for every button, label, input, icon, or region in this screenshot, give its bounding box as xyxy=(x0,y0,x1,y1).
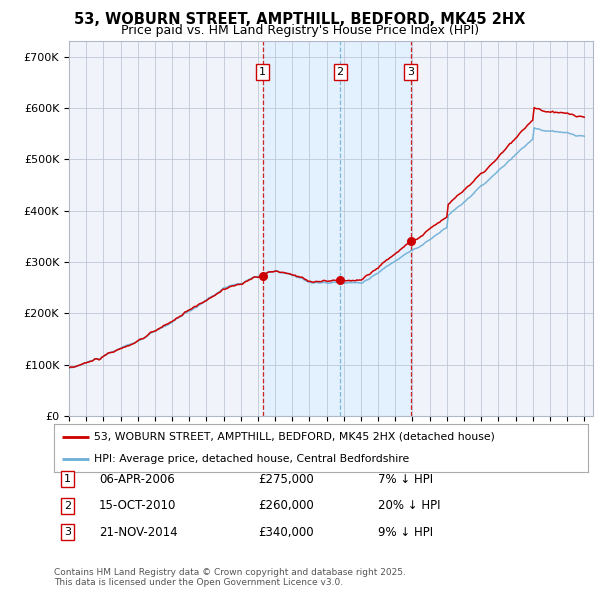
Bar xyxy=(263,41,410,416)
Text: HPI: Average price, detached house, Central Bedfordshire: HPI: Average price, detached house, Cent… xyxy=(94,454,409,464)
Text: 21-NOV-2014: 21-NOV-2014 xyxy=(99,526,178,539)
Text: 20% ↓ HPI: 20% ↓ HPI xyxy=(378,499,440,512)
Text: 3: 3 xyxy=(407,67,414,77)
Text: Contains HM Land Registry data © Crown copyright and database right 2025.
This d: Contains HM Land Registry data © Crown c… xyxy=(54,568,406,587)
Text: 1: 1 xyxy=(259,67,266,77)
Text: 9% ↓ HPI: 9% ↓ HPI xyxy=(378,526,433,539)
Text: 15-OCT-2010: 15-OCT-2010 xyxy=(99,499,176,512)
Text: £340,000: £340,000 xyxy=(258,526,314,539)
Text: 06-APR-2006: 06-APR-2006 xyxy=(99,473,175,486)
Text: 53, WOBURN STREET, AMPTHILL, BEDFORD, MK45 2HX (detached house): 53, WOBURN STREET, AMPTHILL, BEDFORD, MK… xyxy=(94,432,495,442)
Text: 1: 1 xyxy=(64,474,71,484)
Text: Price paid vs. HM Land Registry's House Price Index (HPI): Price paid vs. HM Land Registry's House … xyxy=(121,24,479,37)
Text: £260,000: £260,000 xyxy=(258,499,314,512)
Text: £275,000: £275,000 xyxy=(258,473,314,486)
Text: 2: 2 xyxy=(337,67,344,77)
Text: 2: 2 xyxy=(64,501,71,510)
Text: 53, WOBURN STREET, AMPTHILL, BEDFORD, MK45 2HX: 53, WOBURN STREET, AMPTHILL, BEDFORD, MK… xyxy=(74,12,526,27)
Text: 3: 3 xyxy=(64,527,71,537)
Text: 7% ↓ HPI: 7% ↓ HPI xyxy=(378,473,433,486)
